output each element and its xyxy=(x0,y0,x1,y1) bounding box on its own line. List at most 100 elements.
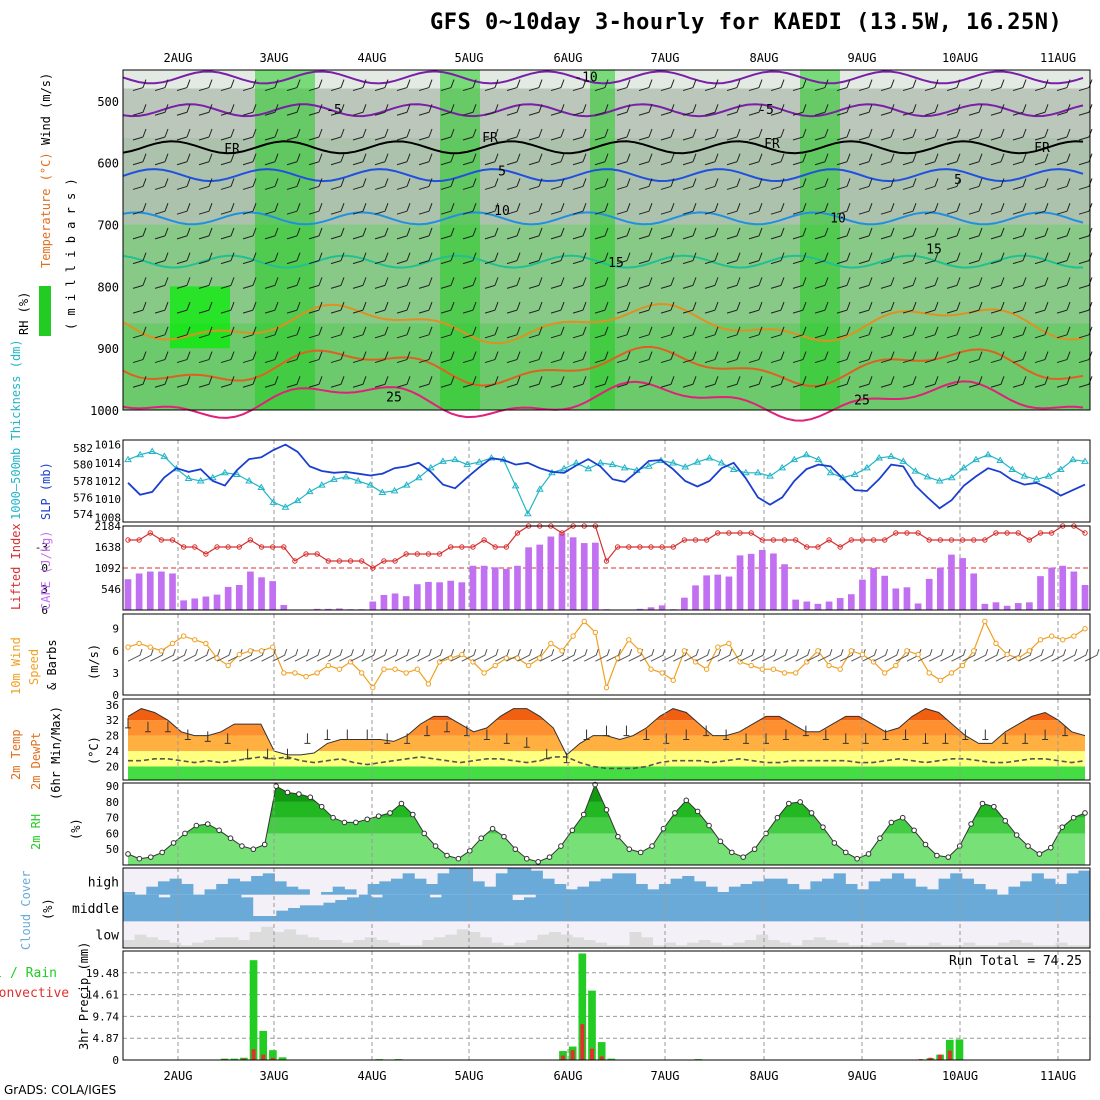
rh-ytick: 50 xyxy=(106,843,119,856)
thickness-marker xyxy=(681,463,690,470)
wind-barb xyxy=(352,128,367,141)
wind-barb xyxy=(440,326,455,339)
rh-marker xyxy=(444,852,450,859)
wind-barb xyxy=(1012,351,1027,364)
rh-marker xyxy=(774,814,781,821)
cloud-cell-middle xyxy=(877,894,891,922)
cloud-cell-low xyxy=(664,942,677,948)
wind-barb xyxy=(132,252,147,265)
wind10-marker xyxy=(659,670,665,676)
wind-barb xyxy=(308,79,323,92)
rh-marker xyxy=(854,855,860,862)
wind-barb xyxy=(638,252,653,265)
wind-barb xyxy=(418,301,433,314)
cloud-cell-low xyxy=(744,940,757,948)
minmax-tick xyxy=(743,733,750,744)
rh-marker xyxy=(398,800,405,807)
cloud-cell-low xyxy=(307,937,320,948)
date-label-bottom: 2AUG xyxy=(164,1069,193,1083)
cloud-cell-high xyxy=(181,884,194,895)
temp-ytick: 28 xyxy=(106,730,119,743)
thickness-ytick: 578 xyxy=(73,475,93,488)
thickness-marker xyxy=(511,481,520,489)
wind10-barb xyxy=(1051,649,1067,662)
cloud-cell-low xyxy=(848,945,861,948)
wind-barb xyxy=(924,227,939,240)
rh-marker xyxy=(706,822,712,829)
lifted-index-marker xyxy=(158,537,165,543)
cape-bar xyxy=(1059,565,1067,610)
wind-barb xyxy=(748,227,763,240)
wind-barb xyxy=(352,104,367,116)
wind-barb xyxy=(550,79,565,92)
wind10-marker xyxy=(715,644,721,650)
cloud-cell-high xyxy=(752,881,765,895)
thickness-ytick: 582 xyxy=(73,442,93,455)
wind-barb xyxy=(396,178,411,190)
wind-barb xyxy=(638,376,653,388)
wind-barb xyxy=(1056,252,1071,265)
wind10-marker xyxy=(336,666,343,672)
wind10-marker xyxy=(125,644,131,650)
lifted-index-marker xyxy=(269,544,276,550)
lifted-index-marker xyxy=(214,544,220,550)
rh-marker xyxy=(1025,843,1031,849)
wind10-ytick: 0 xyxy=(112,689,119,702)
rh-marker xyxy=(626,846,633,853)
rh-band xyxy=(128,833,1085,865)
wind10-marker xyxy=(603,684,610,691)
wind-barb xyxy=(220,351,235,364)
wind-barb xyxy=(374,326,389,339)
minmax-tick xyxy=(982,729,989,740)
thickness-marker xyxy=(996,456,1005,463)
wind10-barb xyxy=(951,649,966,662)
wind-barb xyxy=(902,227,917,240)
minmax-tick xyxy=(822,729,829,740)
lifted-index-marker xyxy=(770,537,777,543)
minmax-tick xyxy=(1002,733,1009,744)
minmax-tick xyxy=(125,717,131,729)
wind-barb xyxy=(638,178,653,190)
thickness-marker xyxy=(245,477,254,484)
wind10-marker xyxy=(826,662,832,669)
wind-barb xyxy=(770,153,785,166)
wind-barb xyxy=(968,301,983,314)
rh-marker xyxy=(432,843,439,849)
wind10-barb xyxy=(661,649,677,662)
rh-marker xyxy=(1070,814,1077,821)
rh-marker xyxy=(512,846,519,853)
wind-barb xyxy=(440,79,455,92)
rh-marker xyxy=(968,821,974,827)
wind-barb xyxy=(704,104,719,116)
wind-barb xyxy=(154,79,169,92)
slp-ytick: 1010 xyxy=(95,493,122,506)
cloud-cell-high xyxy=(321,892,334,895)
wind-barb xyxy=(726,351,741,364)
wind-barb xyxy=(396,153,411,166)
date-label-bottom: 9AUG xyxy=(848,1069,877,1083)
cloud-level-label: middle xyxy=(72,902,119,917)
cloud-cell-low xyxy=(433,937,446,948)
wind-barb xyxy=(462,376,477,388)
cape-bar xyxy=(647,607,655,610)
wind-barb xyxy=(286,277,301,289)
minmax-tick xyxy=(244,748,251,760)
cape-bar xyxy=(224,586,232,610)
cape-bar xyxy=(592,542,599,610)
wind-barb xyxy=(748,326,763,339)
cloud-cell-middle xyxy=(146,894,159,922)
cape-bar xyxy=(658,605,666,610)
wind-barb xyxy=(594,376,609,388)
wind-barb xyxy=(1056,227,1071,240)
wind-barb xyxy=(242,376,257,388)
wind-barb xyxy=(770,252,785,265)
wind-barb xyxy=(198,376,213,388)
wind-barb xyxy=(880,227,895,240)
rh-band xyxy=(128,784,1085,802)
minmax-tick xyxy=(264,748,271,760)
cape-bar xyxy=(803,601,811,610)
rh-moist-column xyxy=(590,70,615,410)
cape-bar xyxy=(336,608,343,610)
wind10-barb xyxy=(917,649,933,662)
minmax-tick xyxy=(862,733,869,744)
